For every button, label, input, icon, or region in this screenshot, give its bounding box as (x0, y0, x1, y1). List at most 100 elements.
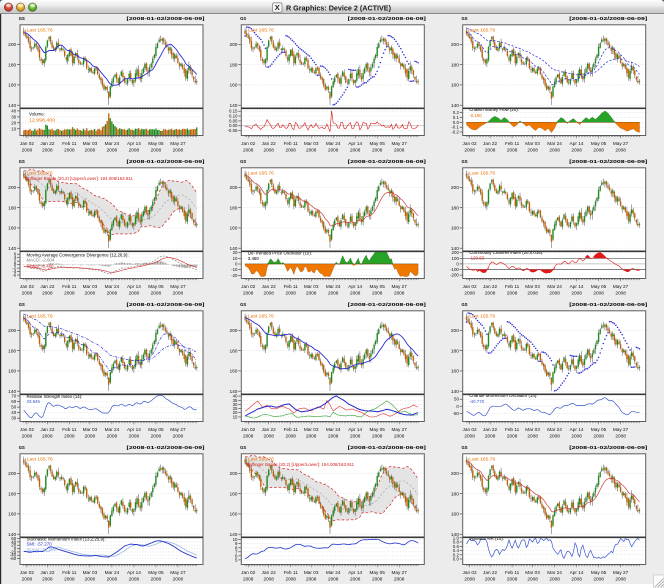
svg-text:May 27: May 27 (392, 427, 408, 432)
svg-text:2008: 2008 (485, 148, 496, 153)
svg-text:2008: 2008 (507, 577, 518, 582)
svg-text:2008: 2008 (107, 434, 118, 439)
svg-text:40: 40 (11, 539, 16, 544)
svg-text:GS: GS (19, 159, 25, 164)
svg-text:4: 4 (14, 255, 17, 260)
svg-text:Jan 22: Jan 22 (262, 284, 276, 289)
svg-text:200: 200 (229, 471, 237, 477)
svg-text:May 05: May 05 (591, 427, 607, 432)
svg-text:30: 30 (11, 416, 16, 421)
svg-text:10: 10 (11, 126, 16, 131)
svg-text:2008: 2008 (22, 148, 33, 153)
svg-text:Jan 02: Jan 02 (463, 427, 477, 432)
svg-text:140: 140 (8, 389, 16, 395)
svg-text:Apr 14: Apr 14 (570, 427, 584, 432)
svg-text:GS: GS (240, 159, 246, 164)
svg-text:2: 2 (14, 259, 17, 264)
svg-text:60: 60 (11, 399, 16, 404)
svg-text:0: 0 (14, 546, 17, 551)
svg-text:2008: 2008 (173, 577, 184, 582)
svg-text:2008: 2008 (85, 434, 96, 439)
svg-text:2008: 2008 (285, 291, 296, 296)
svg-text:[2008-01-02/2008-06-09]: [2008-01-02/2008-06-09] (348, 16, 427, 21)
svg-text:2008: 2008 (328, 434, 339, 439)
svg-text:Mar 03: Mar 03 (83, 141, 98, 146)
svg-text:2008: 2008 (85, 291, 96, 296)
svg-text:30: 30 (11, 114, 16, 119)
svg-text:-4: -4 (12, 269, 16, 274)
svg-text:40: 40 (11, 108, 16, 113)
svg-text:20: 20 (11, 120, 16, 125)
svg-text:140: 140 (451, 532, 459, 538)
svg-text:MACD: -2.604: MACD: -2.604 (27, 258, 55, 263)
svg-text:2008: 2008 (263, 434, 274, 439)
svg-text:10: 10 (233, 256, 238, 261)
svg-text:2008: 2008 (263, 577, 274, 582)
svg-text:[2008-01-02/2008-06-09]: [2008-01-02/2008-06-09] (127, 16, 206, 21)
svg-text:Apr 14: Apr 14 (127, 284, 141, 289)
svg-text:2008: 2008 (485, 434, 496, 439)
svg-text:May 27: May 27 (170, 427, 186, 432)
svg-text:2008: 2008 (615, 434, 626, 439)
svg-text:2008: 2008 (129, 148, 140, 153)
svg-text:50: 50 (11, 405, 16, 410)
svg-text:2008: 2008 (151, 434, 162, 439)
svg-text:Jan 02: Jan 02 (20, 427, 34, 432)
svg-text:160: 160 (8, 83, 16, 89)
svg-text:Apr 14: Apr 14 (127, 570, 141, 575)
svg-text:2008: 2008 (107, 148, 118, 153)
svg-text:Jan 02: Jan 02 (463, 570, 477, 575)
svg-text:40: 40 (233, 394, 238, 399)
svg-text:Mar 24: Mar 24 (326, 141, 341, 146)
svg-text:2008: 2008 (64, 291, 75, 296)
svg-text:2008: 2008 (64, 577, 75, 582)
svg-text:3.460: 3.460 (248, 256, 260, 261)
svg-text:180: 180 (8, 491, 16, 497)
svg-text:[2008-01-02/2008-06-09]: [2008-01-02/2008-06-09] (569, 445, 648, 450)
svg-text:70: 70 (11, 393, 16, 398)
svg-text:Feb 11: Feb 11 (62, 284, 77, 289)
svg-text:200: 200 (229, 42, 237, 48)
svg-text:2008: 2008 (22, 291, 33, 296)
svg-text:Feb 11: Feb 11 (284, 570, 299, 575)
svg-text:2008: 2008 (85, 577, 96, 582)
svg-text:Apr 14: Apr 14 (348, 284, 362, 289)
svg-text:X: X (275, 3, 280, 12)
svg-text:2008: 2008 (372, 577, 383, 582)
svg-text:160: 160 (451, 512, 459, 518)
svg-text:May 05: May 05 (370, 141, 386, 146)
svg-text:May 05: May 05 (591, 570, 607, 575)
svg-text:140: 140 (451, 103, 459, 109)
svg-text:2008: 2008 (306, 148, 317, 153)
svg-text:2008: 2008 (285, 434, 296, 439)
svg-text:160: 160 (8, 512, 16, 518)
svg-text:2008: 2008 (42, 434, 53, 439)
svg-text:60: 60 (11, 536, 16, 541)
svg-text:2008: 2008 (129, 434, 140, 439)
svg-text:Jan 22: Jan 22 (483, 284, 497, 289)
svg-text:0.10: 0.10 (229, 114, 238, 119)
svg-text:2008: 2008 (394, 148, 405, 153)
svg-text:2008: 2008 (394, 291, 405, 296)
svg-text:2008: 2008 (549, 291, 560, 296)
svg-text:Mar 24: Mar 24 (105, 284, 120, 289)
svg-text:Jan 02: Jan 02 (241, 427, 255, 432)
svg-text:[2008-01-02/2008-06-09]: [2008-01-02/2008-06-09] (569, 16, 648, 21)
svg-text:GS: GS (240, 16, 246, 21)
svg-text:May 05: May 05 (591, 141, 607, 146)
svg-text:7: 7 (235, 549, 238, 554)
svg-text:Moving Average Convergence Div: Moving Average Convergence Divergence (1… (27, 253, 129, 258)
svg-text:0.15: 0.15 (229, 109, 238, 114)
svg-text:140: 140 (451, 389, 459, 395)
svg-text:Apr 14: Apr 14 (348, 570, 362, 575)
svg-text:2008: 2008 (527, 434, 538, 439)
svg-text:2008: 2008 (464, 577, 475, 582)
svg-text:2008: 2008 (593, 577, 604, 582)
svg-text:Mar 24: Mar 24 (326, 284, 341, 289)
svg-text:0.2: 0.2 (453, 110, 460, 115)
svg-text:2008: 2008 (151, 148, 162, 153)
svg-text:Volume:: Volume: (29, 111, 45, 116)
svg-text:Feb 11: Feb 11 (284, 141, 299, 146)
svg-text:May 27: May 27 (613, 570, 629, 575)
svg-text:Last 165.76: Last 165.76 (27, 170, 54, 175)
